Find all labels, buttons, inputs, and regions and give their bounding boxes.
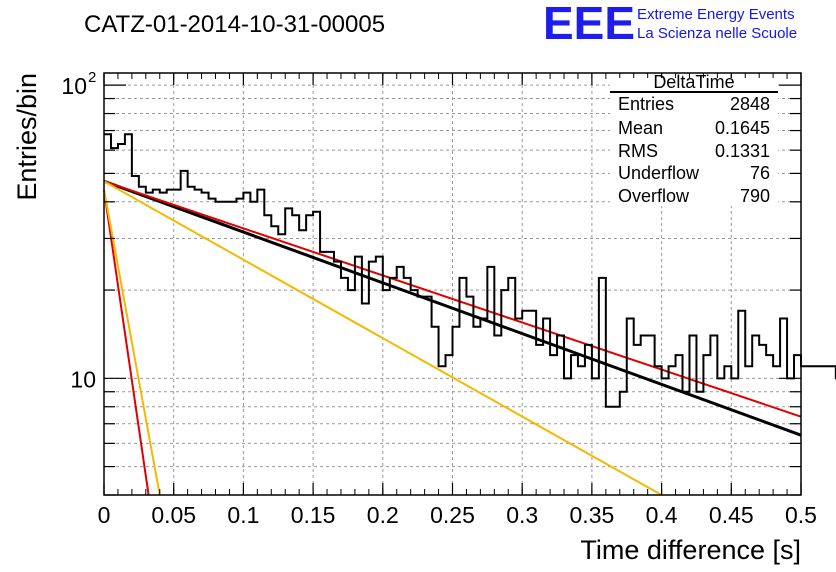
x-tick-label: 0.2	[367, 502, 399, 528]
fit-line-red	[103, 189, 150, 496]
stats-box-title: DeltaTime	[653, 72, 734, 92]
x-tick-label: 0	[98, 502, 111, 528]
stats-value: 0.1645	[715, 118, 770, 138]
fit-line-orange	[103, 189, 161, 496]
grid-lines	[104, 73, 801, 495]
stats-label: RMS	[618, 141, 658, 161]
histogram	[104, 133, 836, 408]
x-tick-label: 0.15	[291, 502, 336, 528]
fit-curves	[103, 179, 802, 496]
y-tick-label: 10	[61, 73, 87, 99]
y-tick-exponent: 2	[88, 69, 96, 86]
stats-label: Overflow	[618, 186, 690, 206]
stats-label: Mean	[618, 118, 663, 138]
histogram-step-line	[104, 133, 836, 408]
fit-line-black	[103, 179, 802, 437]
x-tick-label: 0.35	[570, 502, 615, 528]
y-axis-title: Entries/bin	[12, 73, 42, 201]
y-tick-label: 10	[70, 366, 96, 392]
x-tick-label: 0.25	[430, 502, 475, 528]
stats-value: 790	[740, 186, 770, 206]
x-tick-label: 0.4	[646, 502, 678, 528]
logo-mark: EEE	[543, 0, 635, 49]
fit-line-red	[103, 180, 802, 418]
stats-value: 2848	[730, 94, 770, 114]
stats-value: 76	[750, 163, 770, 183]
stats-box-background	[610, 78, 778, 206]
stats-label: Underflow	[618, 163, 700, 183]
logo-line-1: Extreme Energy Events	[637, 6, 795, 23]
fit-line-orange	[103, 180, 663, 496]
x-tick-label: 0.5	[785, 502, 817, 528]
x-tick-label: 0.05	[151, 502, 196, 528]
x-tick-label: 0.45	[709, 502, 754, 528]
axis-ticks	[103, 73, 802, 496]
x-tick-label: 0.1	[227, 502, 259, 528]
stats-value: 0.1331	[715, 141, 770, 161]
eee-logo: EEE Extreme Energy Events La Scienza nel…	[543, 0, 797, 49]
chart-title: CATZ-01-2014-10-31-00005	[84, 11, 385, 38]
stats-box: DeltaTime Entries 2848 Mean 0.1645 RMS 0…	[610, 72, 778, 206]
x-tick-labels: 0 0.05 0.1 0.15 0.2 0.25 0.3 0.35 0.4 0.45 0.5	[98, 502, 817, 528]
x-axis-title: Time difference [s]	[580, 535, 801, 565]
logo-line-2: La Scienza nelle Scuole	[637, 25, 797, 42]
stats-label: Entries	[618, 94, 674, 114]
x-tick-label: 0.3	[506, 502, 538, 528]
